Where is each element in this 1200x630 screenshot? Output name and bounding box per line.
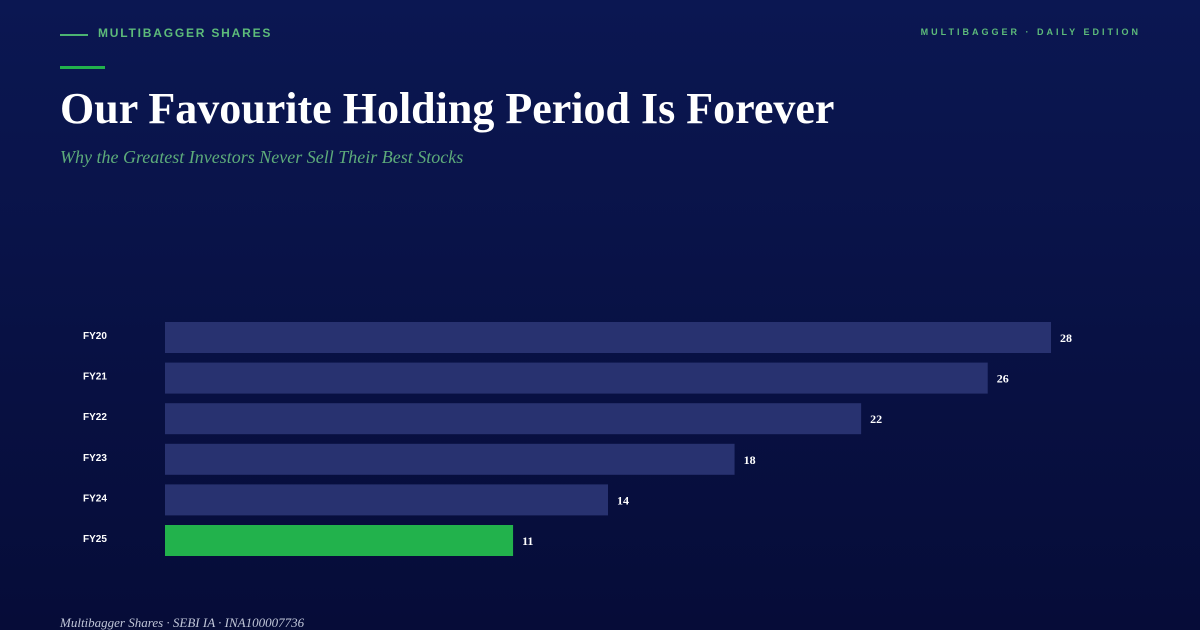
chart-subtitle: Why the Greatest Investors Never Sell Th… — [60, 147, 463, 167]
category-label: FY25 — [83, 534, 107, 545]
bar — [165, 443, 735, 475]
title-rule — [60, 66, 105, 69]
bar — [165, 403, 862, 435]
category-label: FY21 — [83, 372, 107, 383]
value-label: 14 — [617, 493, 629, 507]
bar — [165, 525, 514, 556]
value-label: 22 — [870, 412, 882, 426]
value-label: 11 — [522, 534, 533, 548]
category-label: FY22 — [83, 412, 107, 423]
edition: MULTIBAGGER · DAILY EDITION — [921, 27, 1141, 37]
value-label: 26 — [997, 372, 1009, 386]
value-label: 28 — [1060, 331, 1072, 345]
value-label: 18 — [744, 453, 756, 467]
bar — [165, 322, 1051, 353]
plot: FY20 28 FY21 26 FY22 22 FY23 18 FY24 14 FY25 11 — [83, 322, 1072, 556]
category-label: FY24 — [83, 493, 107, 504]
category-label: FY20 — [83, 331, 107, 342]
bar — [165, 362, 988, 394]
bar — [165, 484, 608, 516]
footer: Multibagger Shares · SEBI IA · INA100007… — [59, 615, 305, 630]
category-label: FY23 — [83, 453, 107, 464]
chart-title: Our Favourite Holding Period Is Forever — [60, 84, 834, 133]
brand: MULTIBAGGER SHARES — [98, 26, 272, 40]
